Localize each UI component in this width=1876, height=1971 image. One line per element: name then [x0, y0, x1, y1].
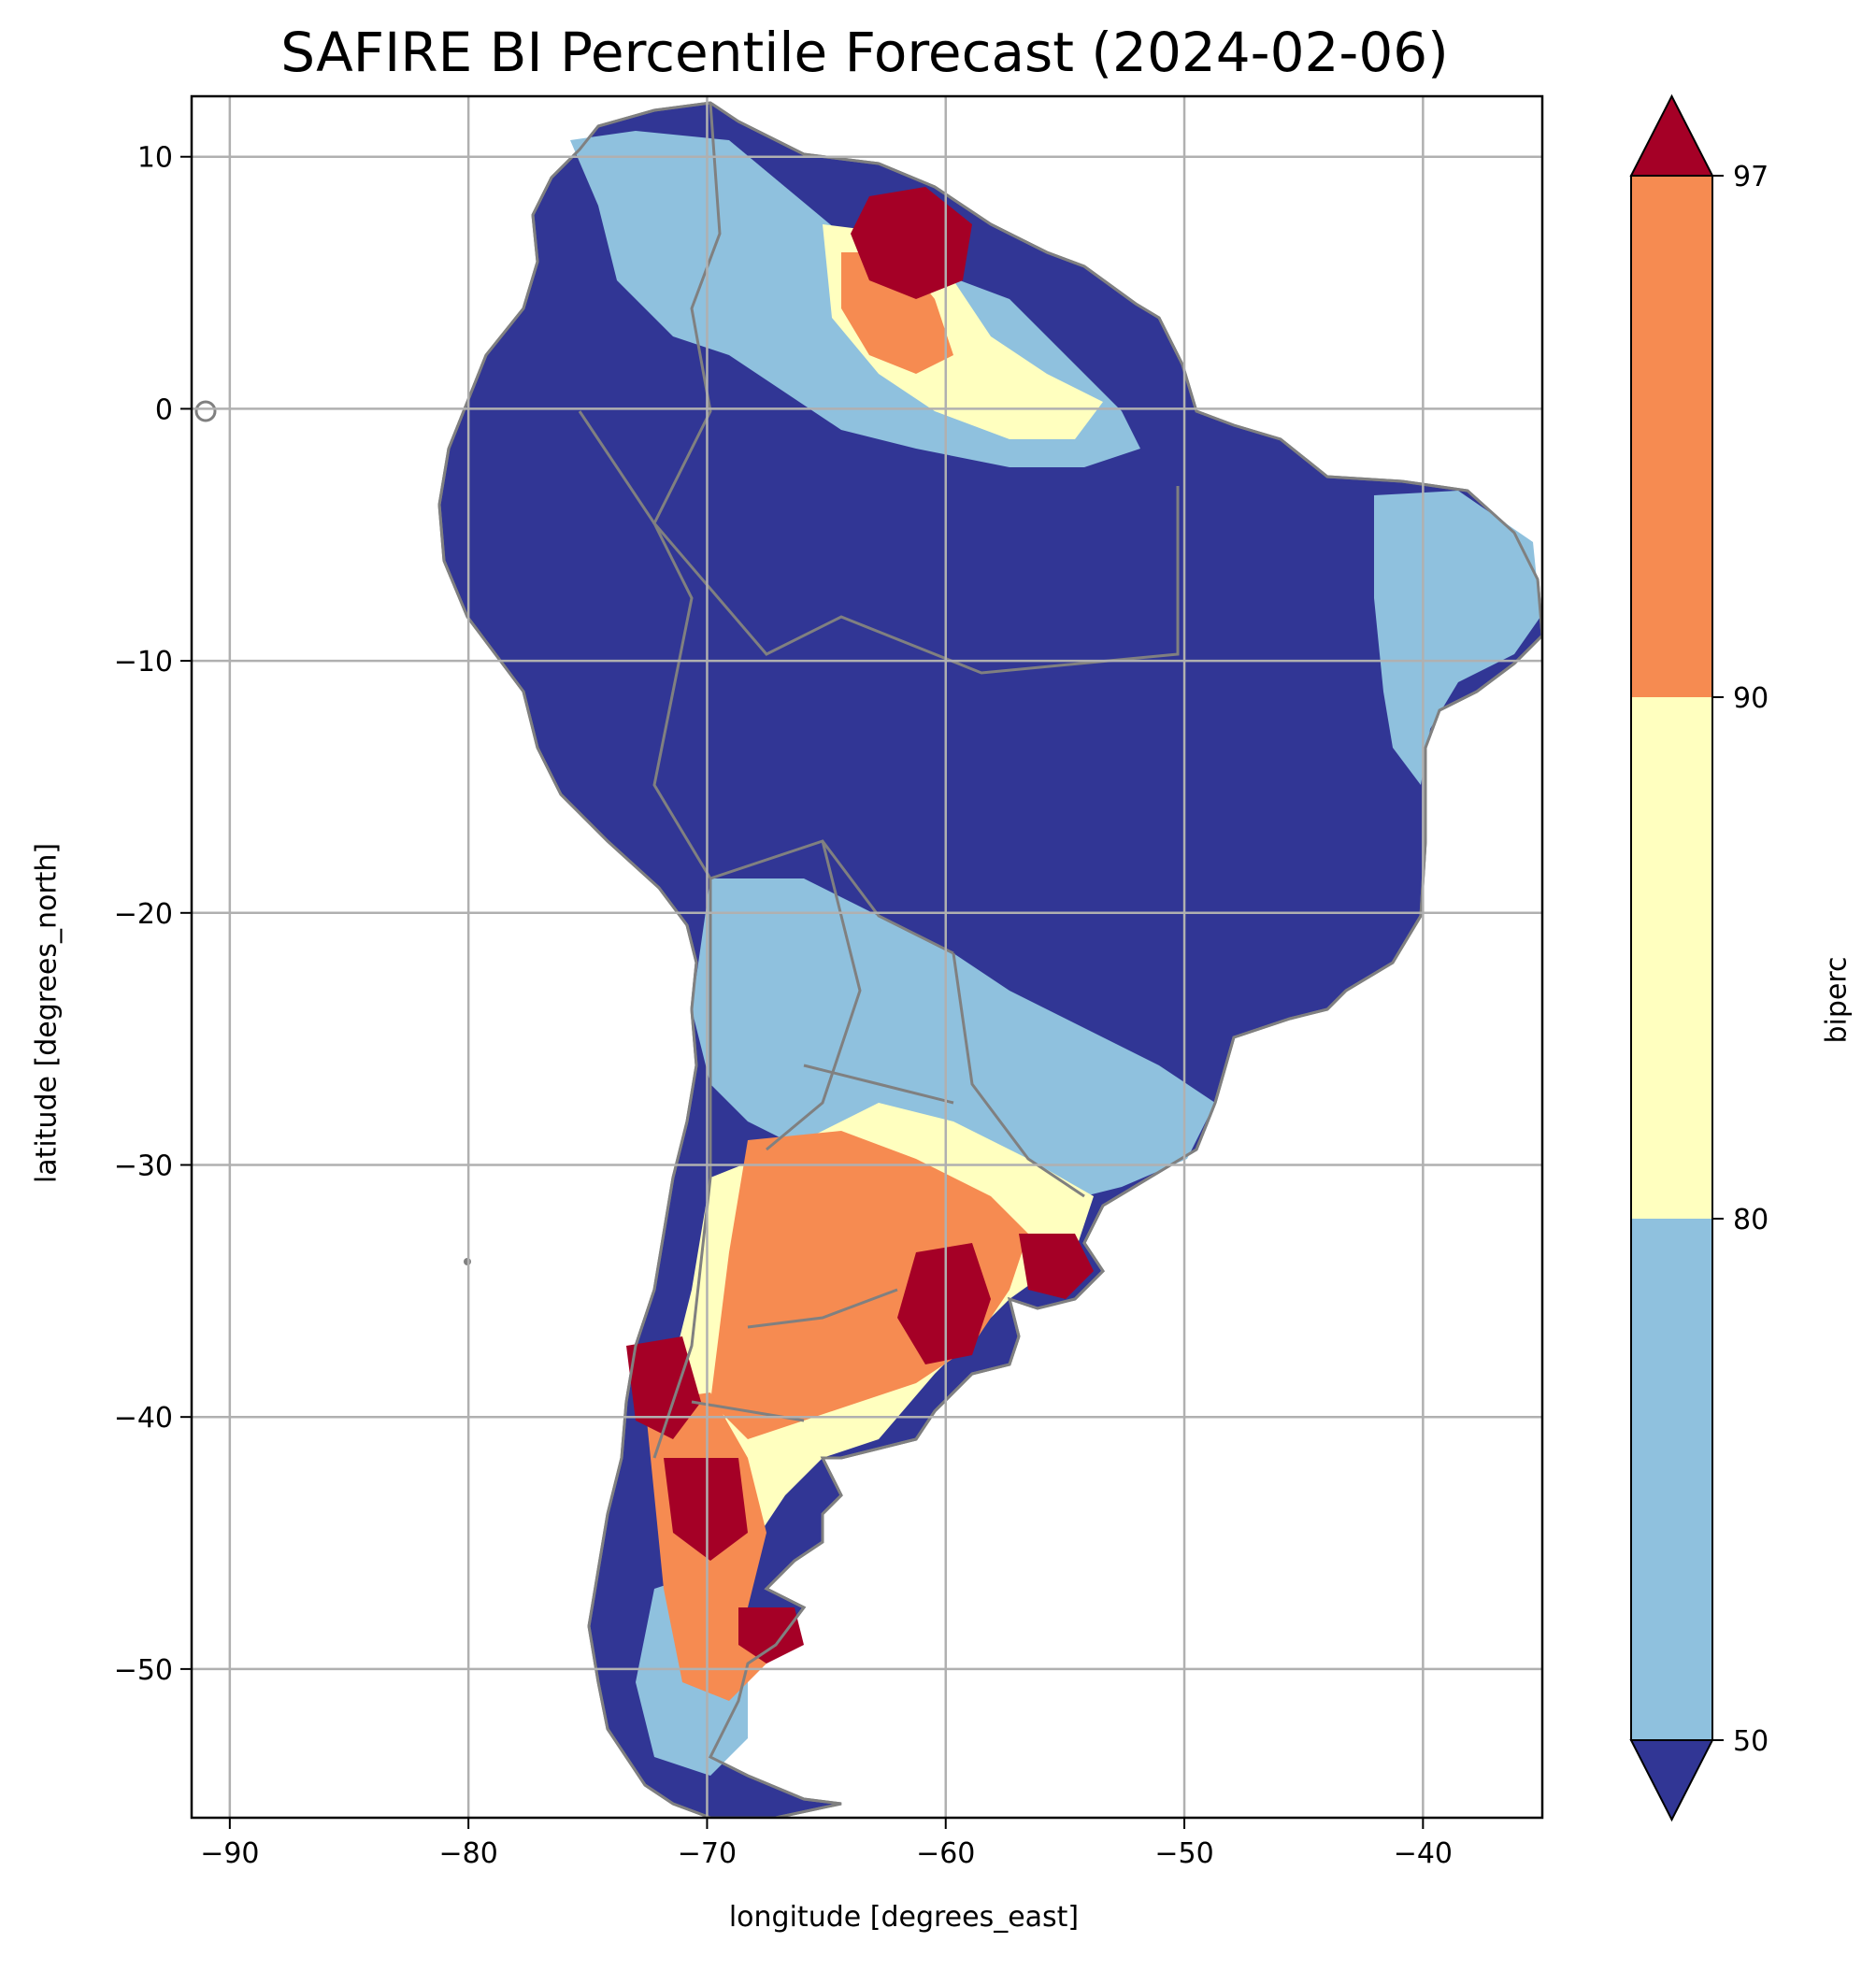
colorbar-tick-label: 80: [1733, 1204, 1769, 1236]
x-tick-label: −90: [200, 1837, 259, 1870]
x-tick-label: −70: [678, 1837, 737, 1870]
x-tick-label: −50: [1154, 1837, 1213, 1870]
colorbar-label: biperc: [1820, 956, 1854, 1044]
colorbar-band: [1631, 697, 1712, 1219]
coastline: [437, 101, 1542, 1818]
region-50-80-northeast: [1374, 491, 1540, 785]
colorbar-tick-label: 50: [1733, 1725, 1769, 1758]
colorbar-band: [1631, 1219, 1712, 1740]
map-area: [194, 101, 1542, 1818]
y-axis-label: latitude [degrees_north]: [30, 842, 64, 1184]
grid-lines: [192, 96, 1542, 1818]
country-borders: [578, 102, 1180, 1459]
y-axis-ticks: 10 0 −10 −20 −30 −40 −50: [114, 142, 192, 1687]
region-above-97-uruguay: [1019, 1234, 1094, 1299]
y-tick-label: −40: [114, 1402, 173, 1435]
region-above-97-central-patagonia: [664, 1458, 748, 1561]
y-tick-label: −30: [114, 1150, 173, 1182]
chart-title: SAFIRE BI Percentile Forecast (2024-02-0…: [280, 21, 1449, 84]
x-tick-label: −40: [1394, 1837, 1453, 1870]
y-tick-label: 0: [155, 393, 173, 426]
region-90-97-north: [841, 252, 953, 374]
region-above-97-venezuela: [851, 187, 972, 299]
y-tick-label: −50: [114, 1654, 173, 1687]
x-axis-ticks: −90 −80 −70 −60 −50 −40: [200, 1818, 1453, 1870]
region-above-97-south-patagonia: [738, 1607, 804, 1664]
region-above-97-buenos-aires: [897, 1243, 991, 1364]
region-50-80-south-central: [692, 878, 1215, 1196]
colorbar: 97 90 80 50: [1629, 93, 1769, 1822]
colorbar-over-extension: [1629, 93, 1714, 177]
x-tick-label: −80: [438, 1837, 497, 1870]
x-axis-label: longitude [degrees_east]: [728, 1901, 1080, 1934]
y-tick-label: −10: [114, 646, 173, 678]
y-tick-label: −20: [114, 898, 173, 931]
colorbar-under-extension: [1629, 1739, 1714, 1822]
plot-frame: [190, 94, 1544, 1820]
colorbar-tick-label: 90: [1733, 682, 1769, 715]
region-90-97-pampas: [710, 1131, 1028, 1439]
region-above-97-north-patagonia: [626, 1336, 701, 1439]
colorbar-tick-label: 97: [1733, 161, 1769, 193]
y-tick-label: 10: [137, 142, 173, 175]
x-tick-label: −60: [916, 1837, 975, 1870]
colorbar-frame: [1630, 175, 1713, 1741]
galapagos-islands: [194, 400, 217, 422]
colorbar-band: [1631, 176, 1712, 697]
